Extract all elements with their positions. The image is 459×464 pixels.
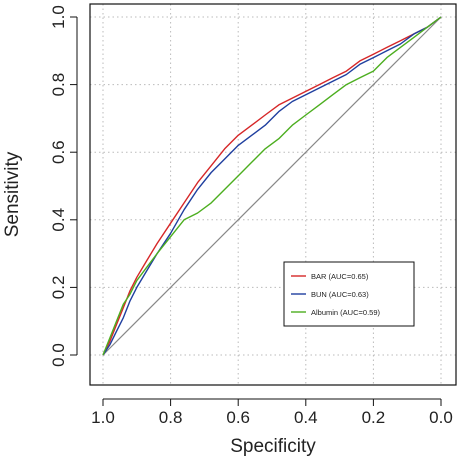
y-tick-label: 0.2 [49, 276, 68, 300]
roc-curve-1 [102, 16, 442, 356]
x-tick-label: 0.6 [226, 408, 250, 427]
reference-diagonal [102, 16, 442, 356]
legend-label-2: BUN (AUC=0.63) [311, 290, 369, 299]
y-tick-label: 0.8 [49, 73, 68, 97]
y-tick-label: 0.6 [49, 140, 68, 164]
y-tick-label: 0.0 [49, 343, 68, 367]
x-tick-label: 0.0 [429, 408, 453, 427]
roc-curves [102, 16, 442, 356]
x-tick-label: 1.0 [91, 408, 115, 427]
y-tick-label: 0.4 [49, 208, 68, 232]
legend-label-3: Albumin (AUC=0.59) [311, 308, 380, 317]
x-axis: 1.0 0.8 0.6 0.4 0.2 0.0 [91, 398, 453, 427]
plot-frame [89, 3, 457, 386]
legend: BAR (AUC=0.65) BUN (AUC=0.63) Albumin (AUC… [283, 261, 415, 327]
y-axis: 0.0 0.2 0.4 0.6 0.8 1.0 [49, 5, 78, 367]
x-tick-label: 0.2 [362, 408, 386, 427]
y-tick-label: 1.0 [49, 5, 68, 29]
legend-label-1: BAR (AUC=0.65) [311, 272, 369, 281]
roc-curve-3 [102, 16, 442, 356]
y-axis-title: Sensitivity [2, 151, 23, 237]
x-tick-label: 0.4 [294, 408, 318, 427]
grid-lines [90, 4, 456, 385]
x-tick-label: 0.8 [159, 408, 183, 427]
x-axis-title: Specificity [230, 436, 316, 457]
roc-curve-2 [102, 16, 442, 356]
